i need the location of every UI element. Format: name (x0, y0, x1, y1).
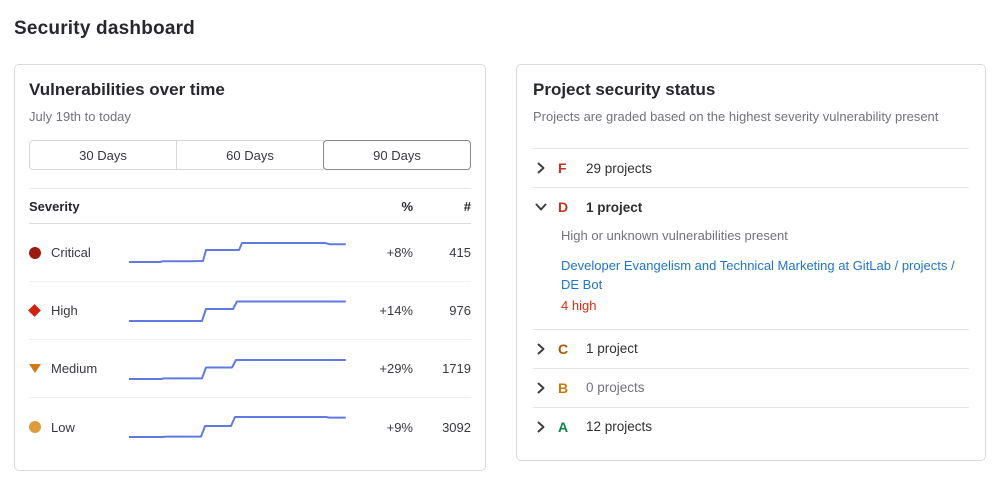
severity-label: Low (51, 419, 75, 435)
vulnerability-count: 3092 (442, 419, 471, 435)
grade-row-c[interactable]: C 1 project (533, 328, 969, 368)
grade-count: 12 projects (586, 419, 653, 435)
grade-letter: D (558, 199, 569, 215)
vulnerability-count: 976 (449, 303, 471, 318)
page-title: Security dashboard (14, 18, 195, 39)
vulnerability-count: 415 (449, 245, 471, 260)
grade-count: 29 projects (586, 160, 653, 176)
date-range-label: July 19th to today (29, 109, 131, 124)
low-sparkline-chart (129, 409, 346, 445)
grade-row-a[interactable]: A 12 projects (533, 406, 969, 446)
high-severity-icon (28, 304, 41, 317)
severity-label: Medium (51, 361, 98, 376)
table-row-high: High +14% 976 (28, 282, 471, 340)
low-severity-icon (29, 421, 41, 433)
grade-letter: A (558, 418, 569, 435)
range-60-days-button[interactable]: 60 Days (176, 140, 324, 170)
table-row-critical: Critical +8% 415 (29, 224, 471, 282)
table-row-low: Low +9% 3092 (29, 398, 471, 456)
severity-label: Critical (51, 245, 91, 260)
project-security-status-card: Project security status Projects are gra… (516, 64, 986, 461)
high-sparkline-chart (129, 293, 346, 329)
chevron-right-icon (533, 160, 549, 176)
severity-label: High (51, 303, 78, 318)
percent-change: +14% (379, 303, 413, 318)
grade-count: 1 project (586, 199, 643, 215)
count-column-header: # (463, 198, 471, 214)
project-vulnerability-count: 4 high (561, 297, 597, 313)
medium-severity-icon (29, 364, 41, 373)
percent-change: +9% (386, 419, 413, 435)
grade-count: 0 projects (586, 380, 645, 396)
card-title: Project security status (533, 80, 716, 99)
card-title: Vulnerabilities over time (29, 80, 225, 99)
grade-letter: B (558, 379, 569, 396)
range-90-days-button[interactable]: 90 Days (323, 140, 471, 170)
grade-row-f[interactable]: F 29 projects (533, 148, 969, 187)
grade-letter: F (558, 160, 567, 176)
percent-change: +8% (386, 245, 413, 260)
chevron-right-icon (533, 380, 549, 396)
dashboard-cards: Vulnerabilities over time July 19th to t… (14, 64, 986, 471)
grade-letter: C (558, 340, 569, 357)
vulnerabilities-over-time-card: Vulnerabilities over time July 19th to t… (14, 64, 486, 471)
range-30-days-button[interactable]: 30 Days (29, 140, 177, 170)
chevron-down-icon (533, 199, 549, 215)
card-subtitle: Projects are graded based on the highest… (533, 109, 939, 124)
table-row-medium: Medium +29% 1719 (29, 340, 471, 398)
chevron-right-icon (533, 419, 549, 435)
medium-sparkline-chart (129, 351, 346, 387)
date-range-button-group: 30 Days 60 Days 90 Days (29, 140, 471, 170)
percent-change: +29% (379, 361, 413, 376)
vulnerability-count: 1719 (442, 361, 471, 376)
grade-row-d[interactable]: D 1 project (533, 187, 969, 226)
percent-column-header: % (401, 198, 413, 214)
grade-count: 1 project (586, 341, 638, 357)
severity-column-header: Severity (29, 198, 80, 214)
grade-row-b[interactable]: B 0 projects (533, 367, 969, 407)
grade-description: High or unknown vulnerabilities present (561, 228, 788, 243)
critical-sparkline-chart (129, 235, 346, 271)
project-link[interactable]: Developer Evangelism and Technical Marke… (561, 258, 955, 292)
grade-d-expanded-body: High or unknown vulnerabilities present … (533, 226, 969, 329)
chevron-right-icon (533, 341, 549, 357)
severity-table-header: Severity % # (29, 188, 471, 224)
critical-severity-icon (29, 246, 41, 259)
